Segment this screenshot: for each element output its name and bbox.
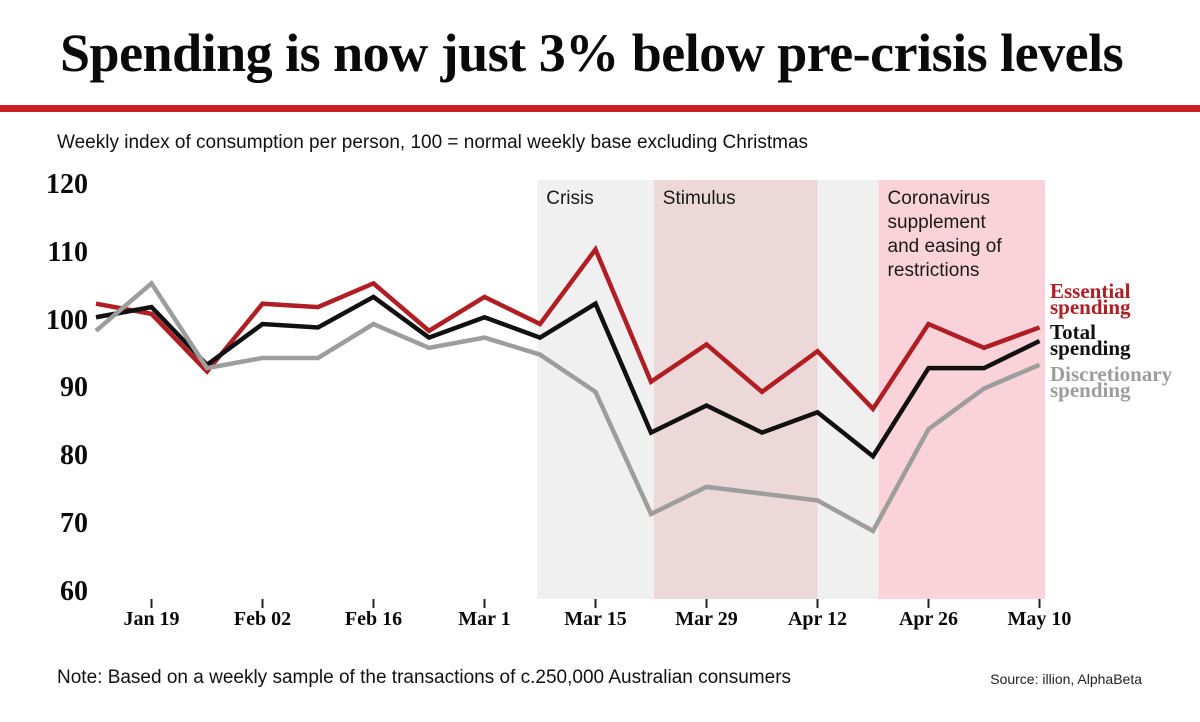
y-tick-label: 60 xyxy=(60,575,88,607)
y-tick-label: 70 xyxy=(60,508,88,540)
band-label-stimulus: Stimulus xyxy=(662,188,736,209)
band-coronavirus xyxy=(878,180,1046,599)
band-label-crisis: Crisis xyxy=(546,188,594,209)
legend-discretionary-spending: Discretionary spending xyxy=(1050,362,1173,402)
source-credit: Source: illion, AlphaBeta xyxy=(990,671,1142,687)
legend-essential-spending: Essential spending xyxy=(1050,279,1131,319)
y-tick-label: 80 xyxy=(60,440,88,472)
x-tick-label: Mar 1 xyxy=(458,608,511,630)
x-tick-label: Jan 19 xyxy=(123,608,180,630)
total-spending-line xyxy=(95,294,1041,460)
y-tick-label: 90 xyxy=(60,372,88,404)
x-tick-label: Apr 12 xyxy=(787,608,848,630)
discretionary-spending-line xyxy=(94,279,1041,535)
y-tick-label: 100 xyxy=(46,304,88,336)
title-rule xyxy=(0,105,1200,112)
legend-total-spending: Total spending xyxy=(1050,320,1131,360)
y-tick-label: 120 xyxy=(46,169,88,200)
page-title: Spending is now just 3% below pre-crisis… xyxy=(60,23,1124,83)
chart-subtitle: Weekly index of consumption per person, … xyxy=(57,132,809,153)
x-tick-label: May 10 xyxy=(1007,608,1072,630)
band-stimulus xyxy=(653,180,818,599)
x-tick-label: Feb 16 xyxy=(344,608,403,630)
x-tick-label: Mar 29 xyxy=(675,608,738,630)
essential-spending-line xyxy=(95,244,1041,413)
band-gap xyxy=(817,180,879,599)
footnote: Note: Based on a weekly sample of the tr… xyxy=(57,667,792,688)
band-label-coronavirus-supplement: Coronavirus supplement and easing of res… xyxy=(887,188,1002,281)
x-tick-label: Mar 15 xyxy=(564,608,627,630)
y-tick-label: 110 xyxy=(47,236,88,268)
x-tick-label: Feb 02 xyxy=(233,608,292,630)
x-tick-label: Apr 26 xyxy=(898,608,959,630)
